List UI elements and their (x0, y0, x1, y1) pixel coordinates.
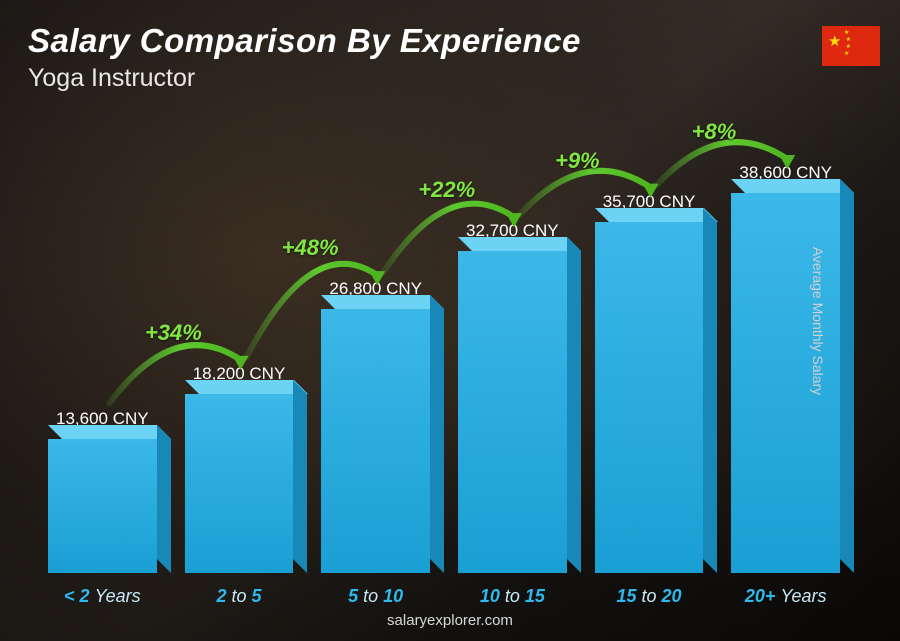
bar (458, 251, 567, 573)
bar (185, 394, 294, 573)
percent-increase-label: +34% (145, 320, 202, 346)
header: Salary Comparison By Experience Yoga Ins… (28, 22, 581, 93)
bar (48, 439, 157, 573)
bar-category-label: 2 to 5 (185, 586, 294, 607)
bar (595, 222, 704, 573)
flag-star-icon: ★ (828, 32, 841, 50)
bar-group: 13,600 CNY< 2 Years (48, 409, 157, 573)
bar-chart: 13,600 CNY< 2 Years 18,200 CNY2 to 526,80… (48, 113, 840, 573)
country-flag-icon: ★ ★ ★ ★★ (822, 26, 880, 66)
bar-category-label: 5 to 10 (321, 586, 430, 607)
chart-subtitle: Yoga Instructor (28, 64, 581, 93)
flag-small-stars-icon: ★ ★ ★★ (844, 30, 851, 58)
bar (321, 309, 430, 573)
bar-group: 18,200 CNY2 to 5 (185, 364, 294, 573)
bar-category-label: 10 to 15 (458, 586, 567, 607)
bar-group: 32,700 CNY10 to 15 (458, 221, 567, 573)
percent-increase-label: +48% (282, 235, 339, 261)
bar-group: 26,800 CNY5 to 10 (321, 279, 430, 573)
bar-category-label: < 2 Years (48, 586, 157, 607)
bar-category-label: 20+ Years (731, 586, 840, 607)
bar-category-label: 15 to 20 (595, 586, 704, 607)
footer-attribution: salaryexplorer.com (0, 612, 900, 629)
percent-increase-label: +8% (692, 119, 737, 145)
bar-group: 35,700 CNY15 to 20 (595, 192, 704, 573)
y-axis-label: Average Monthly Salary (810, 246, 826, 394)
chart-title: Salary Comparison By Experience (28, 22, 581, 60)
percent-increase-label: +9% (555, 148, 600, 174)
percent-increase-label: +22% (418, 177, 475, 203)
